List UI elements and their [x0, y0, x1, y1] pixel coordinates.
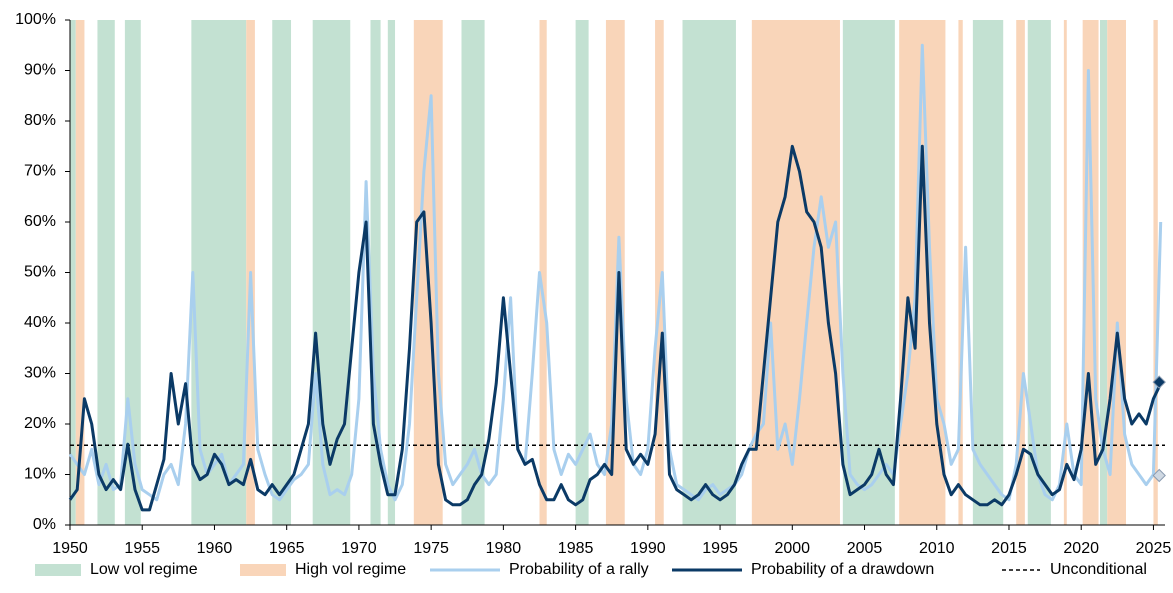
legend-label: Low vol regime: [90, 561, 198, 578]
regime-band: [605, 20, 625, 525]
regime-band: [575, 20, 589, 525]
regime-band: [97, 20, 115, 525]
regime-band: [370, 20, 381, 525]
x-tick-label: 1970: [341, 540, 377, 557]
regime-band: [1016, 20, 1025, 525]
regime-band: [539, 20, 547, 525]
x-tick-label: 2005: [847, 540, 883, 557]
x-tick-label: 2025: [1136, 540, 1172, 557]
regime-band: [655, 20, 664, 525]
regime-band: [75, 20, 85, 525]
regime-band: [461, 20, 485, 525]
legend-label: Unconditional: [1050, 561, 1147, 578]
regime-band: [1153, 20, 1158, 525]
regime-band: [312, 20, 351, 525]
regime-band: [958, 20, 963, 525]
x-tick-label: 1975: [413, 540, 449, 557]
x-tick-label: 1995: [702, 540, 738, 557]
x-tick-label: 1955: [124, 540, 160, 557]
y-tick-label: 100%: [15, 11, 56, 28]
regime-band: [842, 20, 895, 525]
legend: Low vol regime High vol regime Probability…: [35, 561, 1147, 578]
regime-band: [70, 20, 76, 525]
x-tick-label: 2000: [774, 540, 810, 557]
y-tick-label: 40%: [24, 314, 56, 331]
end-point-marker: [1152, 375, 1166, 389]
regime-band: [751, 20, 840, 525]
x-tick-label: 1960: [197, 540, 233, 557]
y-tick-label: 10%: [24, 466, 56, 483]
x-tick-label: 1965: [269, 540, 305, 557]
x-tick-label: 1980: [486, 540, 522, 557]
regime-band: [1099, 20, 1108, 525]
legend-label: Probability of a drawdown: [751, 561, 934, 578]
end-point-marker: [1152, 468, 1166, 483]
y-tick-label: 60%: [24, 213, 56, 230]
regime-band: [1063, 20, 1067, 525]
x-tick-label: 2020: [1063, 540, 1099, 557]
y-tick-label: 80%: [24, 112, 56, 129]
legend-swatch: [240, 564, 286, 576]
series-line: [68, 144, 1163, 512]
series-line: [68, 43, 1163, 502]
y-tick-label: 30%: [24, 365, 56, 382]
regime-band: [387, 20, 396, 525]
x-tick-label: 2015: [991, 540, 1027, 557]
legend-label: High vol regime: [295, 561, 406, 578]
regime-band: [1027, 20, 1051, 525]
regime-band: [972, 20, 1004, 525]
y-tick-label: 20%: [24, 415, 56, 432]
x-tick-label: 2010: [919, 540, 955, 557]
y-tick-label: 50%: [24, 264, 56, 281]
y-tick-label: 90%: [24, 62, 56, 79]
regime-band: [682, 20, 736, 525]
regime-band: [272, 20, 292, 525]
legend-swatch: [35, 564, 81, 576]
x-tick-label: 1990: [630, 540, 666, 557]
y-tick-label: 70%: [24, 163, 56, 180]
x-tick-label: 1950: [52, 540, 88, 557]
y-tick-label: 0%: [33, 516, 56, 533]
x-tick-label: 1985: [558, 540, 594, 557]
legend-label: Probability of a rally: [509, 561, 649, 578]
